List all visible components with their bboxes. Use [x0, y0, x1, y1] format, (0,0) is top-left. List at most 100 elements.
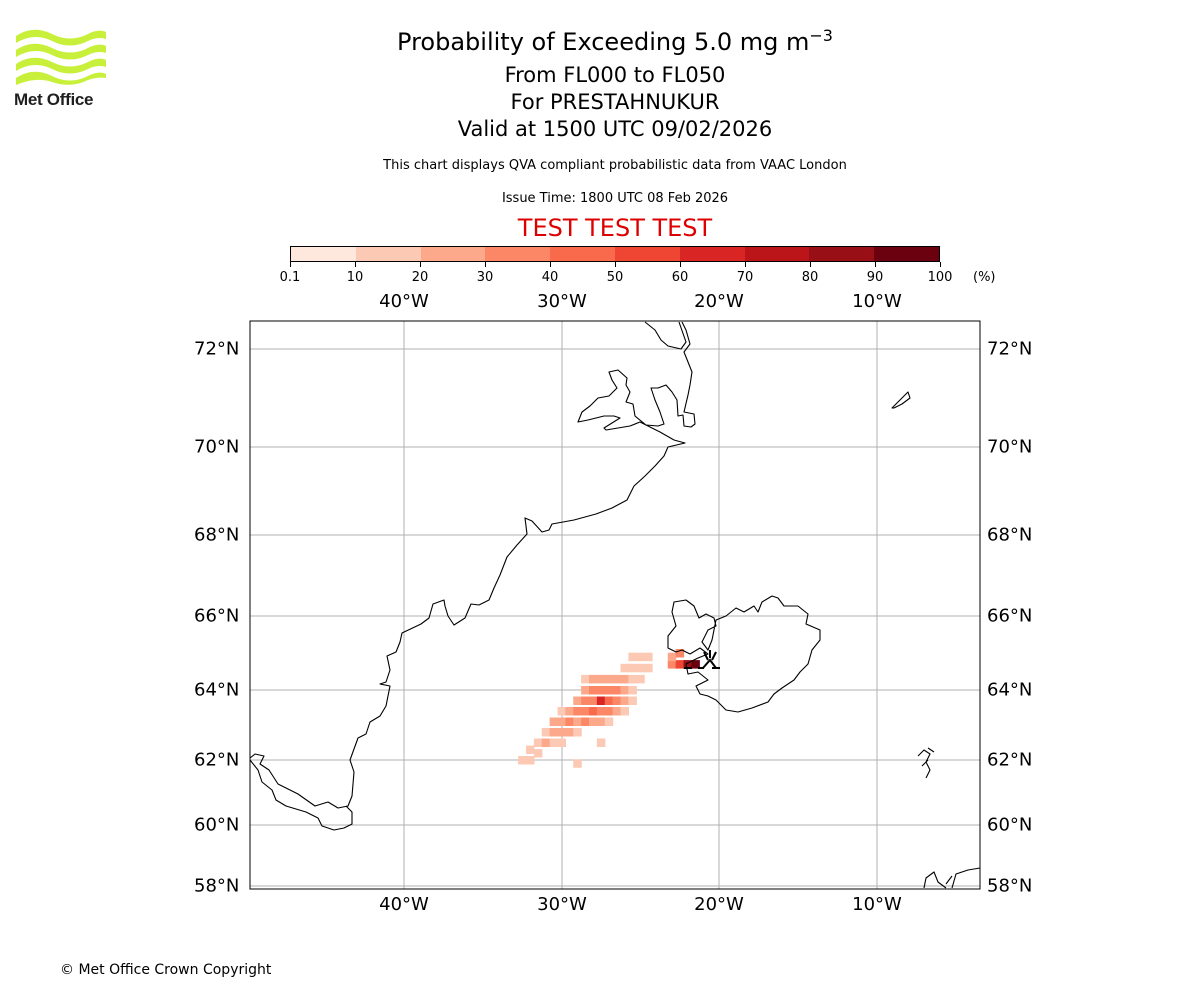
lat-label-left: 62°N — [194, 749, 240, 771]
colorbar-tick — [419, 262, 421, 267]
probability-cell — [628, 674, 637, 684]
scotland-coast — [923, 867, 981, 889]
probability-cell — [612, 674, 622, 684]
probability-cell — [549, 728, 559, 737]
chart-note: This chart displays QVA compliant probab… — [383, 158, 847, 173]
lon-label-bottom: 30°W — [537, 894, 587, 915]
probability-cell — [581, 696, 590, 705]
probability-cell — [636, 663, 645, 673]
probability-cell — [596, 674, 606, 684]
colorbar-segment-2 — [420, 247, 486, 261]
test-banner: TEST TEST TEST — [517, 214, 713, 242]
probability-cell — [596, 696, 606, 705]
probability-cell — [675, 660, 685, 669]
lat-label-right: 66°N — [987, 605, 1033, 627]
coastlines — [249, 321, 981, 889]
probability-cell — [589, 707, 598, 716]
probability-cell — [581, 686, 590, 695]
probability-cell — [549, 717, 559, 726]
jan-mayen-island — [891, 391, 911, 409]
lat-label-right: 72°N — [987, 338, 1033, 360]
lon-label-top: 20°W — [694, 291, 744, 312]
probability-cell — [612, 686, 622, 695]
colorbar-tick-label: 60 — [671, 270, 689, 285]
colorbar-segment-6 — [679, 247, 745, 261]
probability-cell — [683, 660, 692, 669]
probability-cell — [533, 749, 543, 758]
probability-cell — [557, 728, 566, 737]
probability-cell — [589, 686, 598, 695]
probability-cell — [612, 707, 622, 716]
volcano-icon — [684, 650, 720, 669]
colorbar-tick — [614, 262, 616, 267]
colorbar-tick-label: 100 — [927, 270, 953, 285]
colorbar-segment-9 — [874, 247, 939, 261]
colorbar-tick-label: 10 — [346, 270, 364, 285]
probability-cell — [565, 707, 574, 716]
colorbar-tick — [939, 262, 941, 267]
probability-cell — [604, 707, 614, 716]
probability-cell — [589, 717, 598, 726]
probability-cell — [581, 707, 590, 716]
colorbar-tick — [809, 262, 811, 267]
lat-label-right: 60°N — [987, 814, 1033, 836]
probability-cell — [541, 738, 551, 747]
probability-cell — [596, 717, 606, 726]
lon-label-bottom: 10°W — [852, 894, 902, 915]
probability-cell — [620, 674, 629, 684]
chart-title-main: Probability of Exceeding 5.0 mg m — [397, 28, 810, 56]
lon-label-top: 30°W — [537, 291, 587, 312]
colorbar-unit: (%) — [973, 270, 996, 285]
colorbar-tick — [744, 262, 746, 267]
probability-cell — [667, 652, 677, 662]
lat-label-right: 62°N — [987, 749, 1033, 771]
probability-cell — [612, 696, 622, 705]
probability-cell — [675, 649, 685, 658]
probability-cell — [557, 738, 566, 747]
colorbar-tick — [874, 262, 876, 267]
probability-cell — [573, 696, 582, 705]
probability-cell — [557, 717, 566, 726]
probability-cell — [644, 663, 653, 673]
lon-label-top: 40°W — [379, 291, 429, 312]
met-office-waves-icon — [16, 29, 106, 85]
lat-label-right: 58°N — [987, 875, 1033, 897]
flight-levels: From FL000 to FL050 — [504, 63, 726, 87]
probability-cell — [573, 707, 582, 716]
probability-cell — [604, 717, 614, 726]
chart-title-superscript: −3 — [809, 26, 833, 45]
colorbar-tick — [679, 262, 681, 267]
probability-cell — [541, 728, 551, 737]
probability-cell — [636, 674, 645, 684]
lat-label-right: 64°N — [987, 679, 1033, 701]
probability-cell — [549, 738, 559, 747]
probability-cell — [636, 652, 645, 662]
colorbar-segment-1 — [355, 247, 421, 261]
probability-cell — [604, 696, 614, 705]
probability-cell — [628, 652, 637, 662]
colorbar-segment-0 — [291, 247, 356, 261]
probability-cell — [667, 660, 677, 669]
colorbar — [290, 246, 940, 262]
colorbar-tick-label: 90 — [866, 270, 884, 285]
probability-cell — [581, 717, 590, 726]
issue-time: Issue Time: 1800 UTC 08 Feb 2026 — [501, 191, 729, 206]
probability-cell — [573, 759, 582, 768]
probability-cell — [596, 738, 606, 747]
colorbar-tick-label: 20 — [411, 270, 429, 285]
probability-cell — [589, 696, 598, 705]
colorbar-segment-8 — [809, 247, 875, 261]
probability-cell — [596, 707, 606, 716]
probability-field — [518, 649, 700, 768]
lat-label-right: 70°N — [987, 436, 1033, 458]
lon-label-top: 10°W — [852, 291, 902, 312]
probability-cell — [644, 652, 653, 662]
colorbar-segment-3 — [485, 247, 551, 261]
probability-cell — [589, 674, 598, 684]
lat-label-left: 64°N — [194, 679, 240, 701]
graticule — [250, 321, 980, 889]
probability-cell — [628, 696, 637, 705]
colorbar-tick — [354, 262, 356, 267]
probability-cell — [620, 686, 629, 695]
greenland-coast-south — [249, 759, 353, 831]
